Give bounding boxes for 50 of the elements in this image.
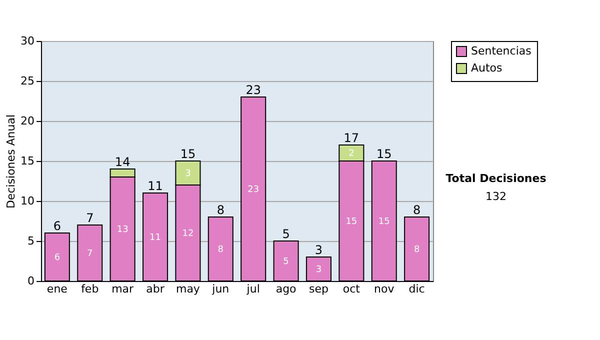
total-label: 11 (148, 179, 163, 193)
x-tick-label: nov (374, 282, 395, 296)
data-label: 5 (283, 257, 289, 267)
y-axis-title: Decisiones Anual (4, 114, 18, 209)
data-label: 11 (150, 233, 161, 243)
x-tick-label: mar (112, 282, 134, 296)
data-label: 3 (316, 265, 322, 275)
text: 132 (486, 190, 506, 203)
x-tick-label: jul (246, 282, 260, 296)
data-label: 13 (116, 225, 128, 235)
legend-label: Sentencias (471, 44, 532, 58)
x-tick-label: oct (342, 282, 361, 296)
data-label: 15 (378, 217, 390, 227)
y-tick-label: 0 (28, 274, 34, 288)
data-label: 23 (248, 185, 260, 195)
x-tick-label: ago (276, 282, 297, 296)
data-label: 12 (182, 229, 194, 239)
data-label: 8 (218, 245, 224, 255)
data-label: 15 (346, 217, 358, 227)
data-label: 6 (54, 253, 60, 263)
total-label: 8 (216, 203, 224, 217)
total-label: 15 (376, 147, 392, 161)
total-label: 3 (314, 243, 323, 257)
total-label: 15 (180, 147, 196, 161)
total-label: 14 (114, 155, 130, 169)
x-tick-label: abr (146, 282, 165, 296)
y-tick-label: 25 (20, 74, 34, 88)
x-tick-label: jun (211, 282, 230, 296)
data-label: 3 (185, 169, 191, 179)
legend-label: Autos (471, 62, 503, 74)
x-tick-label: may (176, 282, 200, 296)
total-label: 8 (412, 203, 421, 217)
y-tick-label: 15 (20, 154, 34, 168)
y-tick-label: 30 (20, 34, 34, 48)
total-label: 23 (246, 83, 261, 97)
x-tick-label: dic (408, 282, 425, 296)
total-label: 5 (282, 227, 290, 241)
text: Total Decisiones (446, 172, 547, 185)
y-tick-label: 5 (28, 234, 34, 248)
x-tick-label: feb (81, 282, 99, 296)
data-label: 7 (87, 249, 93, 259)
total-label: 6 (53, 219, 62, 233)
total-label: 17 (344, 131, 360, 145)
total-label: 7 (86, 211, 94, 225)
data-label: 2 (348, 149, 354, 159)
x-tick-label: sep (308, 282, 328, 296)
data-label: 8 (414, 245, 420, 255)
x-tick-label: ene (46, 282, 68, 296)
y-tick-label: 20 (20, 114, 34, 128)
y-tick-label: 10 (20, 194, 34, 208)
